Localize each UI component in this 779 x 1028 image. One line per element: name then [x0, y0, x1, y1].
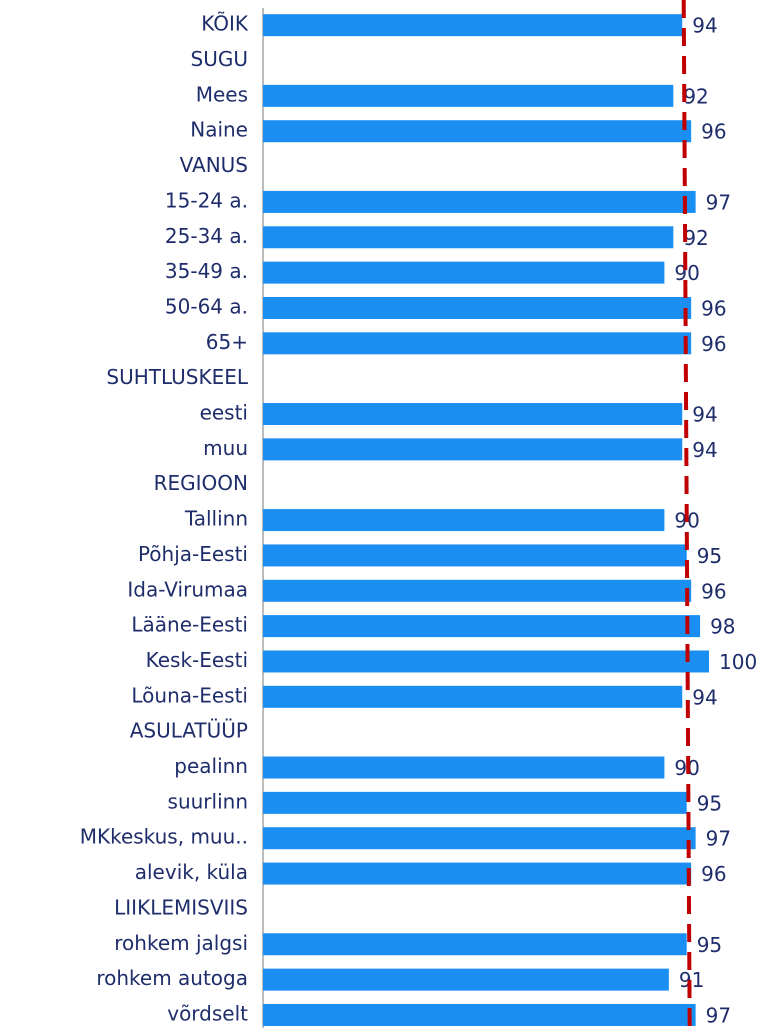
value-label: 94: [692, 438, 717, 462]
bar: [263, 579, 692, 602]
value-label: 96: [701, 579, 726, 603]
category-label: 35-49 a.: [165, 259, 248, 283]
category-label: 15-24 a.: [165, 188, 248, 212]
bar: [263, 296, 692, 319]
bar: [263, 509, 665, 532]
bar: [263, 968, 669, 991]
bar: [263, 438, 683, 461]
bar: [263, 14, 683, 37]
category-label: LIIKLEMISVIIS: [114, 895, 248, 919]
category-label: Naine: [190, 118, 248, 142]
bar: [263, 261, 665, 284]
bar: [263, 403, 683, 426]
category-label: 50-64 a.: [165, 294, 248, 318]
category-label: VANUS: [180, 153, 248, 177]
category-label: SUGU: [191, 47, 248, 71]
value-label: 92: [683, 226, 708, 250]
category-label: MKkeskus, muu..: [80, 825, 248, 849]
category-label: Ida-Virumaa: [127, 577, 248, 601]
bar: [263, 190, 696, 213]
bar: [263, 615, 701, 638]
value-label: 97: [706, 1003, 731, 1027]
bar: [263, 933, 687, 956]
bar: [263, 332, 692, 355]
category-label: 65+: [206, 330, 248, 354]
value-label: 97: [706, 827, 731, 851]
category-label: Lõuna-Eesti: [131, 683, 248, 707]
bar: [263, 544, 687, 567]
category-label: pealinn: [174, 754, 248, 778]
bar: [263, 862, 692, 885]
category-label: SUHTLUSKEEL: [106, 365, 248, 389]
category-label: eesti: [200, 401, 248, 425]
bar: [263, 685, 683, 708]
value-label: 94: [692, 14, 717, 38]
value-label: 96: [701, 120, 726, 144]
category-label: rohkem jalgsi: [114, 931, 248, 955]
value-label: 94: [692, 685, 717, 709]
value-label: 97: [706, 190, 731, 214]
value-label: 95: [697, 791, 722, 815]
category-label: Lääne-Eesti: [131, 613, 248, 637]
category-label: ASULATÜÜP: [130, 719, 248, 743]
bar: [263, 226, 674, 249]
category-label: 25-34 a.: [165, 224, 248, 248]
category-label: Kesk-Eesti: [146, 648, 248, 672]
category-label: Põhja-Eesti: [138, 542, 248, 566]
bar: [263, 827, 696, 850]
bar: [263, 1003, 696, 1026]
category-label: suurlinn: [168, 789, 248, 813]
bar: [263, 756, 665, 779]
value-label: 98: [710, 615, 735, 639]
value-label: 96: [701, 332, 726, 356]
value-label: 94: [692, 403, 717, 427]
bar: [263, 791, 687, 814]
bar: [263, 120, 692, 143]
category-label: võrdselt: [167, 1001, 248, 1025]
category-label: KÕIK: [201, 12, 249, 36]
category-label: Tallinn: [184, 507, 248, 531]
category-label: REGIOON: [154, 471, 248, 495]
value-label: 100: [719, 650, 757, 674]
value-label: 95: [697, 933, 722, 957]
bar: [263, 84, 674, 107]
value-label: 92: [683, 84, 708, 108]
value-label: 96: [701, 862, 726, 886]
category-label: alevik, küla: [135, 860, 248, 884]
category-label: rohkem autoga: [96, 966, 248, 990]
category-label: muu: [203, 436, 248, 460]
category-label: Mees: [196, 82, 248, 106]
value-label: 91: [679, 968, 704, 992]
value-label: 96: [701, 296, 726, 320]
reference-line: [681, 0, 692, 1028]
value-label: 95: [697, 544, 722, 568]
bar: [263, 650, 709, 673]
